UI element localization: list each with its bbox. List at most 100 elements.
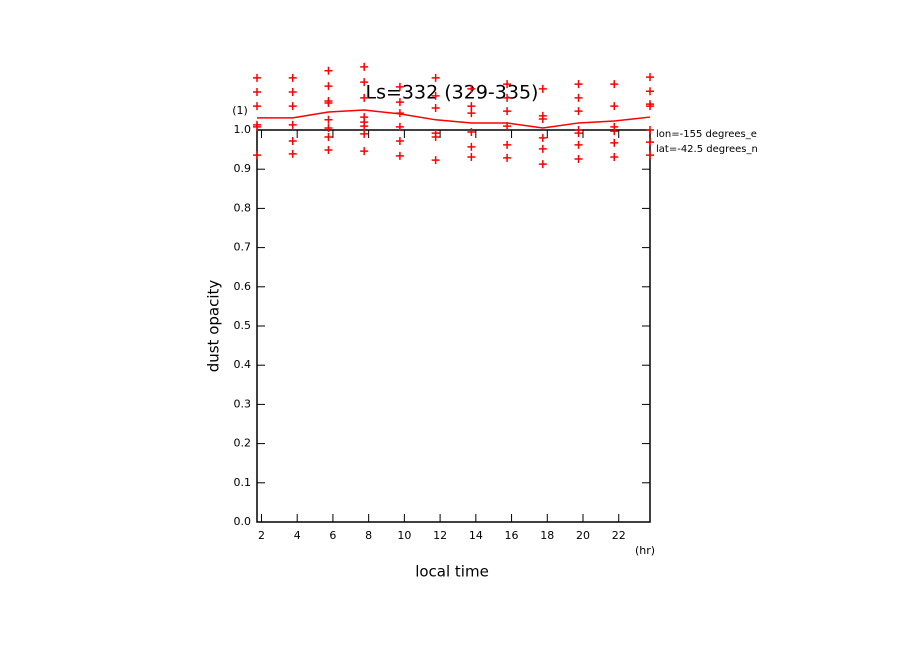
- plus-marker: [324, 115, 333, 124]
- plus-marker: [538, 115, 547, 124]
- plus-marker: [574, 93, 583, 102]
- plus-marker: [574, 80, 583, 89]
- x-tick-label: 14: [469, 529, 483, 542]
- plus-marker: [467, 109, 476, 118]
- plus-marker: [288, 102, 297, 111]
- x-tick-label: 22: [612, 529, 626, 542]
- plus-marker: [395, 82, 404, 91]
- plus-marker: [253, 87, 261, 96]
- x-tick-label: 6: [329, 529, 336, 542]
- plus-marker: [395, 151, 404, 160]
- x-axis-label: local time: [415, 563, 489, 581]
- y-tick-label: 0.7: [234, 241, 252, 254]
- x-tick-label: 10: [397, 529, 411, 542]
- plus-marker: [503, 107, 512, 116]
- y-tick-label: 0.3: [234, 397, 252, 410]
- plus-marker: [431, 156, 440, 165]
- plus-marker: [253, 73, 261, 82]
- plus-marker: [431, 91, 440, 100]
- plus-marker: [360, 129, 369, 138]
- plus-marker: [253, 102, 261, 111]
- plus-marker: [431, 104, 440, 113]
- plus-marker: [574, 155, 583, 164]
- plus-marker: [503, 80, 512, 89]
- plus-marker: [538, 133, 547, 142]
- y-tick-label: 0.2: [234, 437, 252, 450]
- plus-marker: [324, 133, 333, 142]
- plus-marker: [610, 80, 619, 89]
- plus-marker: [395, 109, 404, 118]
- plus-marker: [360, 62, 369, 71]
- plus-marker: [610, 153, 619, 162]
- plus-marker: [538, 160, 547, 169]
- y-tick-label: 1.0: [234, 123, 252, 136]
- y-tick-label: 0.1: [234, 476, 252, 489]
- y-axis-label: dust opacity: [205, 280, 223, 373]
- plus-marker: [467, 153, 476, 162]
- y-tick-label: 0.9: [234, 162, 252, 175]
- plus-marker: [467, 142, 476, 151]
- plus-marker: [431, 73, 440, 82]
- plus-marker: [360, 147, 369, 156]
- plus-marker: [538, 144, 547, 153]
- plus-marker: [503, 153, 512, 162]
- plus-marker: [324, 98, 333, 107]
- annotations: lon=-155 degrees_e lat=-42.5 degrees_n: [656, 129, 758, 155]
- plus-marker: [324, 82, 333, 91]
- plus-marker: [395, 122, 404, 131]
- y-unit: (1): [232, 104, 248, 117]
- plus-marker: [360, 93, 369, 102]
- x-tick-label: 2: [258, 529, 265, 542]
- plus-marker: [503, 140, 512, 149]
- plus-marker: [646, 126, 654, 134]
- annotation: lon=-155 degrees_e: [656, 129, 757, 140]
- annotation: lat=-42.5 degrees_n: [656, 144, 758, 155]
- plus-marker: [538, 84, 547, 93]
- plus-marker: [646, 138, 654, 147]
- x-unit: (hr): [635, 544, 655, 557]
- plus-marker: [288, 73, 297, 82]
- y-tick-label: 0.5: [234, 319, 252, 332]
- plus-marker: [610, 102, 619, 111]
- plus-marker: [574, 140, 583, 149]
- plus-marker: [360, 122, 369, 131]
- data-line: [257, 109, 651, 129]
- plus-marker: [253, 151, 261, 160]
- plus-marker: [646, 73, 654, 82]
- plus-marker: [288, 136, 297, 145]
- y-tick-label: 0.0: [234, 515, 252, 528]
- plus-marker: [503, 93, 512, 102]
- plus-marker: [288, 120, 297, 129]
- plus-marker: [646, 151, 654, 160]
- plus-marker: [610, 127, 619, 136]
- plus-marker: [253, 122, 261, 131]
- plus-marker: [324, 145, 333, 154]
- plus-marker: [324, 124, 333, 133]
- y-tick-label: 0.8: [234, 201, 252, 214]
- plus-marker: [574, 129, 583, 138]
- plus-marker: [395, 136, 404, 145]
- plus-marker: [646, 87, 654, 96]
- plus-marker: [646, 102, 654, 111]
- plus-marker: [288, 87, 297, 96]
- x-tick-label: 16: [505, 529, 519, 542]
- plus-marker: [574, 107, 583, 116]
- plus-marker: [288, 149, 297, 158]
- plot-frame: [256, 129, 651, 523]
- plus-marker: [324, 66, 333, 75]
- plus-marker: [467, 102, 476, 111]
- plus-marker: [395, 98, 404, 107]
- x-tick-label: 18: [540, 529, 554, 542]
- x-tick-label: 8: [365, 529, 372, 542]
- plus-marker: [467, 84, 476, 93]
- plus-marker: [610, 138, 619, 147]
- x-tick-label: 12: [433, 529, 447, 542]
- chart-title: Ls=332 (329-335): [366, 82, 539, 104]
- plus-marker: [467, 127, 476, 136]
- plus-marker: [503, 122, 512, 131]
- x-tick-label: 20: [576, 529, 590, 542]
- x-tick-label: 4: [294, 529, 301, 542]
- y-tick-label: 0.6: [234, 280, 252, 293]
- plus-marker: [431, 133, 440, 142]
